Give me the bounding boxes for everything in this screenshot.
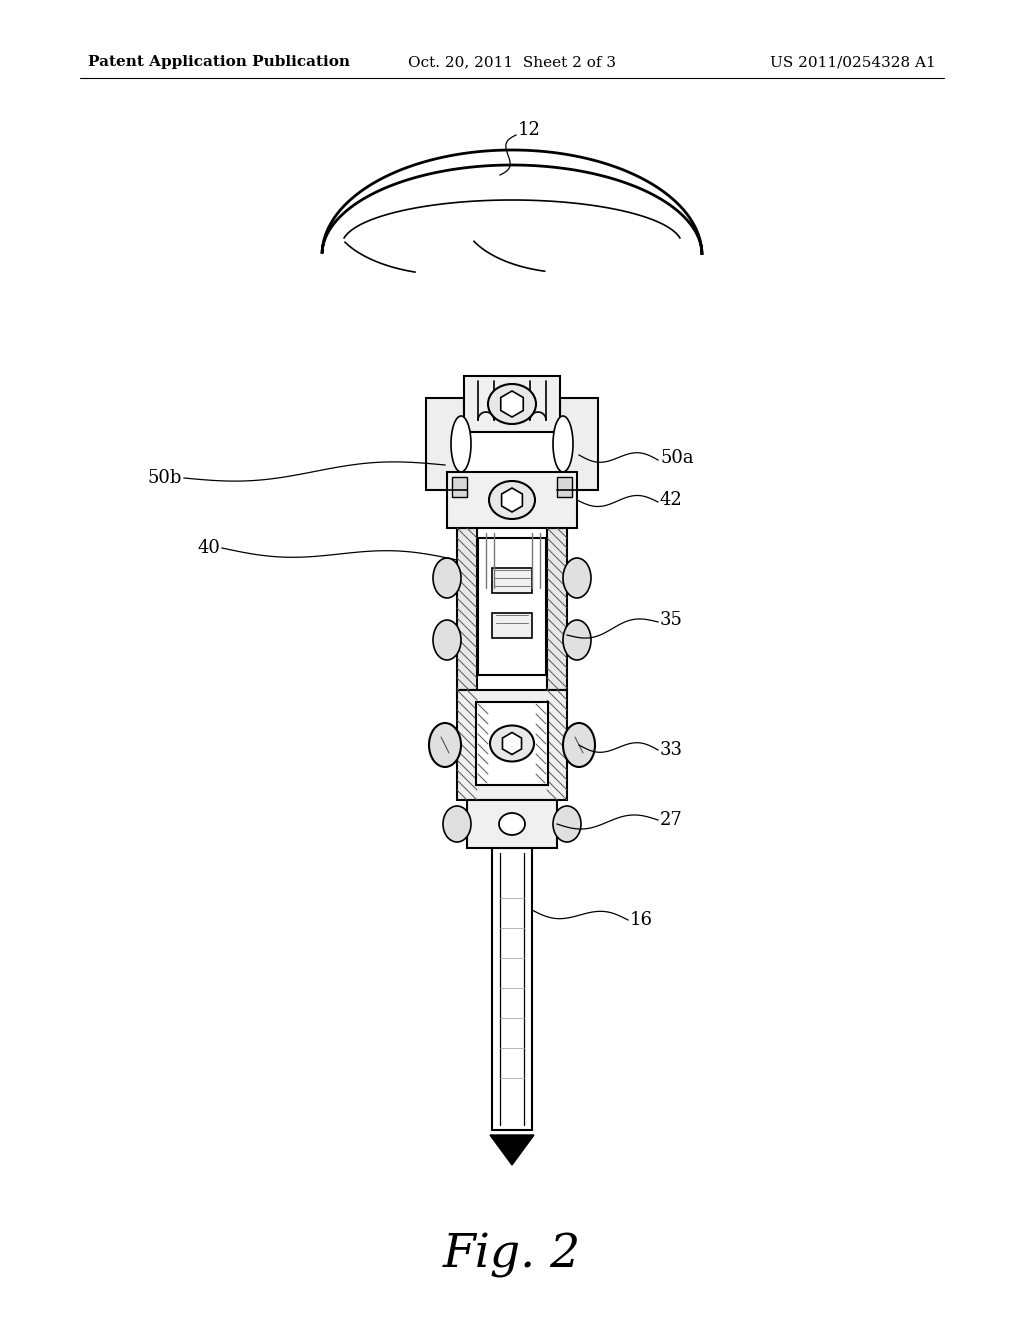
Ellipse shape [563,723,595,767]
Text: 27: 27 [660,810,683,829]
Polygon shape [560,399,598,490]
Polygon shape [490,1135,534,1166]
Text: Fig. 2: Fig. 2 [442,1233,582,1278]
Ellipse shape [563,620,591,660]
Polygon shape [502,488,522,512]
Text: 35: 35 [660,611,683,630]
Ellipse shape [553,416,573,473]
Text: 33: 33 [660,741,683,759]
Text: 50b: 50b [147,469,182,487]
Text: 40: 40 [198,539,220,557]
Bar [492,612,532,638]
Polygon shape [503,733,521,755]
Bar [476,702,548,785]
Ellipse shape [429,723,461,767]
Ellipse shape [499,813,525,836]
Bar [547,528,567,690]
Text: 50a: 50a [660,449,693,467]
Text: 16: 16 [630,911,653,929]
Bar [492,568,532,593]
Polygon shape [501,391,523,417]
Bar [557,477,572,498]
Ellipse shape [488,384,536,424]
Bar [464,376,560,432]
Ellipse shape [451,416,471,473]
Bar [478,539,546,675]
Ellipse shape [563,558,591,598]
Bar [457,690,567,800]
Ellipse shape [489,480,535,519]
Text: 12: 12 [518,121,541,139]
Text: US 2011/0254328 A1: US 2011/0254328 A1 [770,55,936,69]
Ellipse shape [433,558,461,598]
Ellipse shape [490,726,534,762]
Polygon shape [322,150,702,255]
Bar [467,800,557,847]
Ellipse shape [443,807,471,842]
Bar [447,473,577,528]
Bar [492,847,532,1130]
Text: Oct. 20, 2011  Sheet 2 of 3: Oct. 20, 2011 Sheet 2 of 3 [408,55,616,69]
Polygon shape [426,399,464,490]
Text: Patent Application Publication: Patent Application Publication [88,55,350,69]
Ellipse shape [433,620,461,660]
Bar [452,477,467,498]
Ellipse shape [553,807,581,842]
Text: 42: 42 [660,491,683,510]
Bar [457,528,477,690]
